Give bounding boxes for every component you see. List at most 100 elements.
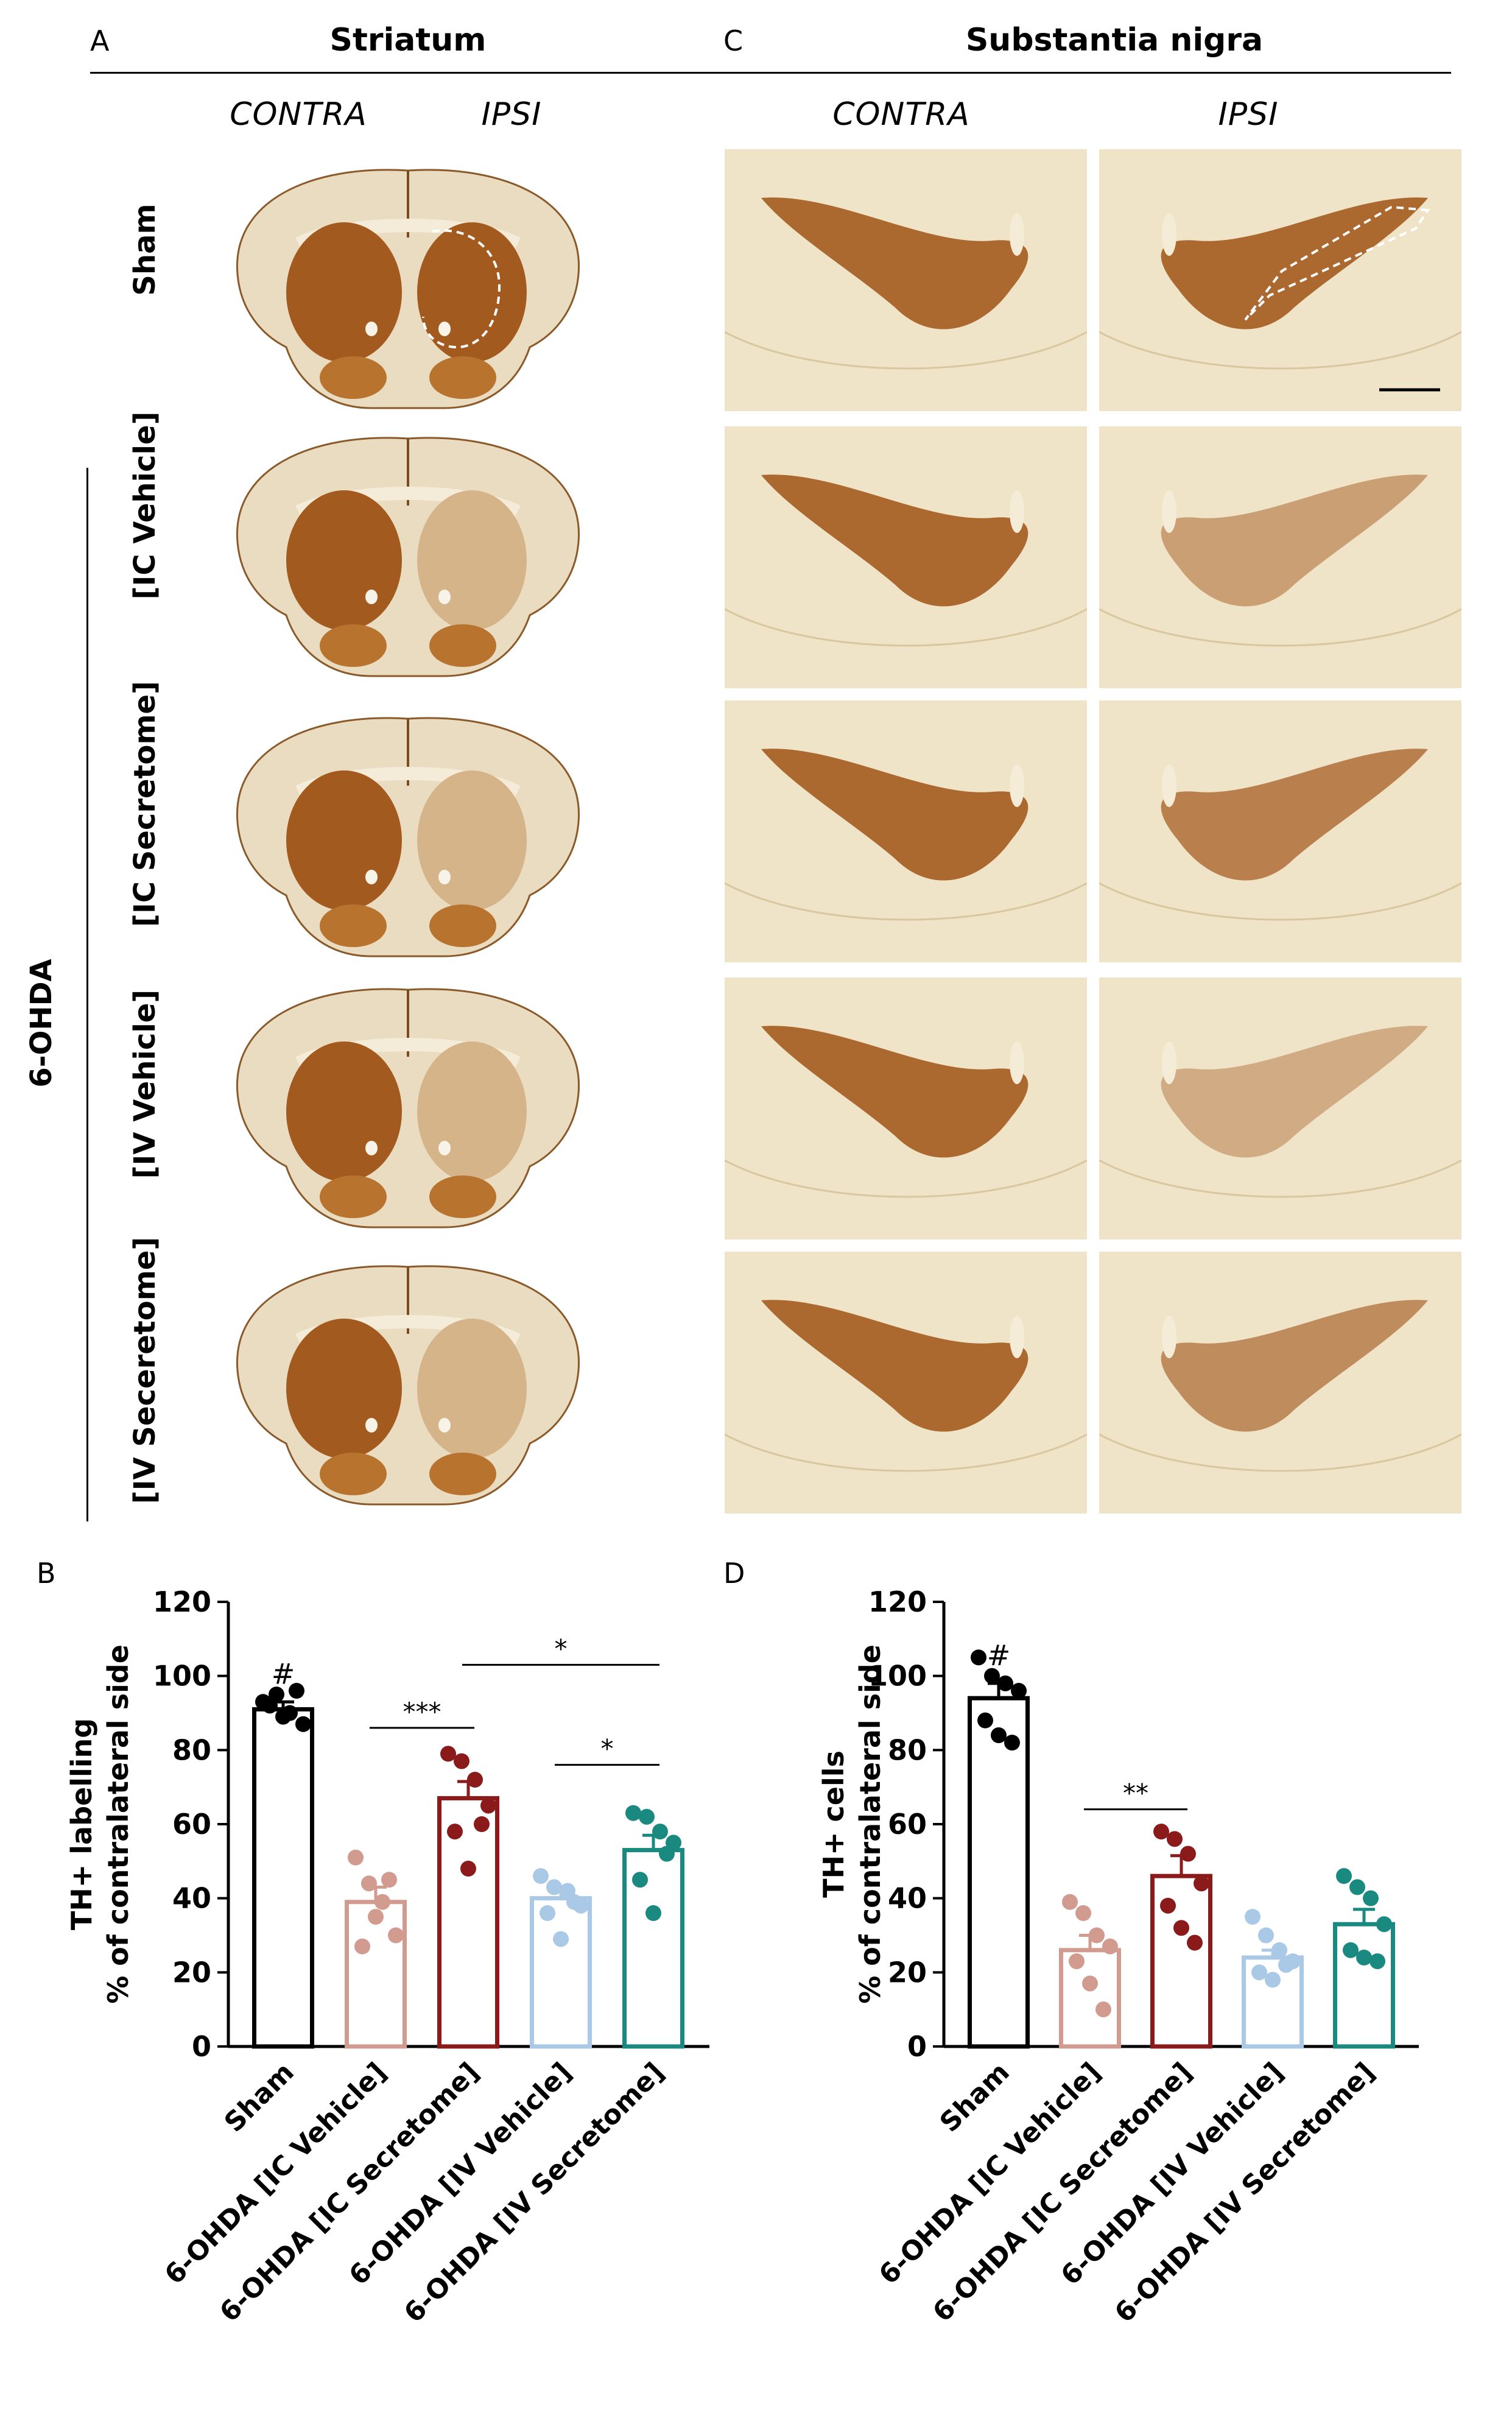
data-point xyxy=(1343,1942,1359,1958)
row-label-ic-vehicle: [IC Vehicle] xyxy=(128,411,162,600)
contra-nucleus xyxy=(320,904,387,947)
bar xyxy=(1059,1948,1121,2049)
striatum-slice-3 xyxy=(236,988,580,1228)
nigra-tile-0-contra xyxy=(725,149,1087,411)
data-point xyxy=(533,1868,549,1884)
nigra-tile-3-ipsi xyxy=(1099,978,1461,1239)
y-label-line2: % of contralateral side xyxy=(854,1644,887,2004)
ventricle xyxy=(365,322,378,336)
data-point xyxy=(374,1894,390,1910)
data-point xyxy=(1187,1934,1203,1951)
bar xyxy=(1333,1922,1395,2049)
bar xyxy=(530,1896,592,2049)
contra-striatum xyxy=(286,490,402,630)
ipsi-nucleus xyxy=(429,1453,496,1495)
data-point xyxy=(460,1861,476,1877)
data-point xyxy=(348,1849,364,1866)
data-point xyxy=(388,1927,404,1944)
snpc-stain xyxy=(761,1026,1029,1158)
data-point xyxy=(652,1824,668,1840)
panel-letter-b: B xyxy=(37,1557,56,1590)
data-point xyxy=(553,1931,569,1947)
significance-stars: * xyxy=(601,1734,614,1764)
data-point xyxy=(1370,1953,1385,1970)
panel-letter-a: A xyxy=(90,24,110,57)
tissue-edge xyxy=(725,608,1087,647)
ventricle xyxy=(438,1141,451,1155)
significance-hash: # xyxy=(987,1639,1011,1672)
y-tick-label: 80 xyxy=(888,1733,927,1766)
data-point xyxy=(1180,1845,1196,1862)
roi-outline xyxy=(1244,205,1430,321)
ipsi-striatum xyxy=(417,1319,527,1459)
significance-stars: * xyxy=(555,1634,568,1663)
y-tick-label: 60 xyxy=(888,1808,927,1841)
tile-background xyxy=(1099,978,1461,1239)
ipsi-striatum xyxy=(417,1042,527,1182)
contra-striatum xyxy=(286,1319,402,1459)
vessel xyxy=(1010,1316,1024,1358)
nigra-tile-2-contra xyxy=(725,700,1087,962)
data-point xyxy=(546,1879,562,1895)
nigra-contra-label: CONTRA xyxy=(832,96,970,133)
row-label-ic-secretome: [IC Secretome] xyxy=(128,681,162,927)
vessel xyxy=(1162,1042,1176,1084)
contra-striatum xyxy=(286,770,402,911)
data-point xyxy=(1258,1927,1274,1944)
significance-hash: # xyxy=(272,1657,295,1690)
y-tick-label: 20 xyxy=(888,1956,927,1989)
ventricle xyxy=(438,322,451,336)
y-tick-label: 120 xyxy=(153,1585,211,1618)
data-point xyxy=(1245,1909,1261,1925)
y-tick-label: 80 xyxy=(172,1733,211,1766)
snpc-stain xyxy=(761,749,1029,881)
contra-nucleus xyxy=(320,1176,387,1218)
bar xyxy=(345,1900,407,2049)
y-tick-label: 100 xyxy=(153,1660,211,1693)
ventricle xyxy=(438,590,451,604)
ventricle xyxy=(438,870,451,884)
tissue-edge xyxy=(725,331,1087,370)
data-point xyxy=(632,1872,648,1888)
vessel xyxy=(1162,1316,1176,1358)
snpc-stain xyxy=(761,197,1029,330)
vessel xyxy=(1162,490,1176,533)
data-point xyxy=(1336,1868,1352,1884)
category-label: Sham xyxy=(934,2057,1016,2138)
chart-d-svg: 0 20 40 60 80 100 120 TH+ cells% of contralater… xyxy=(817,1585,1419,2329)
y-tick-label: 120 xyxy=(868,1585,927,1618)
y-tick-label: 40 xyxy=(888,1882,927,1915)
ipsi-nucleus xyxy=(429,1176,496,1218)
data-point xyxy=(1251,1964,1267,1981)
y-tick-label: 20 xyxy=(172,1956,211,1989)
data-point xyxy=(1095,2001,1111,2018)
tissue-edge xyxy=(725,1159,1087,1198)
snpc-stain xyxy=(1161,474,1428,607)
data-point xyxy=(1356,1950,1372,1965)
data-point xyxy=(1069,1953,1085,1970)
ipsi-nucleus xyxy=(429,904,496,947)
data-point xyxy=(1278,1957,1294,1973)
tissue-edge xyxy=(1099,1433,1461,1472)
nigra-tile-2-ipsi xyxy=(1099,700,1461,962)
data-point xyxy=(645,1905,661,1921)
substantia-nigra-title: Substantia nigra xyxy=(965,22,1264,58)
ventricle xyxy=(438,1418,451,1433)
data-point xyxy=(275,1708,291,1725)
nigra-tile-0-ipsi xyxy=(1099,149,1461,411)
category-label: Sham xyxy=(219,2057,300,2138)
data-point xyxy=(368,1909,384,1925)
y-tick-label: 0 xyxy=(192,2030,211,2063)
striatum-slice-4 xyxy=(236,1265,580,1506)
row-label-iv-seceretome: [IV Seceretome] xyxy=(128,1236,162,1504)
data-point xyxy=(354,1938,370,1954)
data-point xyxy=(1173,1920,1189,1936)
data-point xyxy=(289,1683,304,1699)
data-point xyxy=(447,1824,463,1840)
tile-background xyxy=(1099,426,1461,688)
vessel xyxy=(1010,1042,1024,1084)
data-point xyxy=(480,1797,496,1814)
panel-letter-d: D xyxy=(723,1557,745,1590)
data-point xyxy=(467,1772,483,1788)
striatum-slice-1 xyxy=(236,437,580,677)
